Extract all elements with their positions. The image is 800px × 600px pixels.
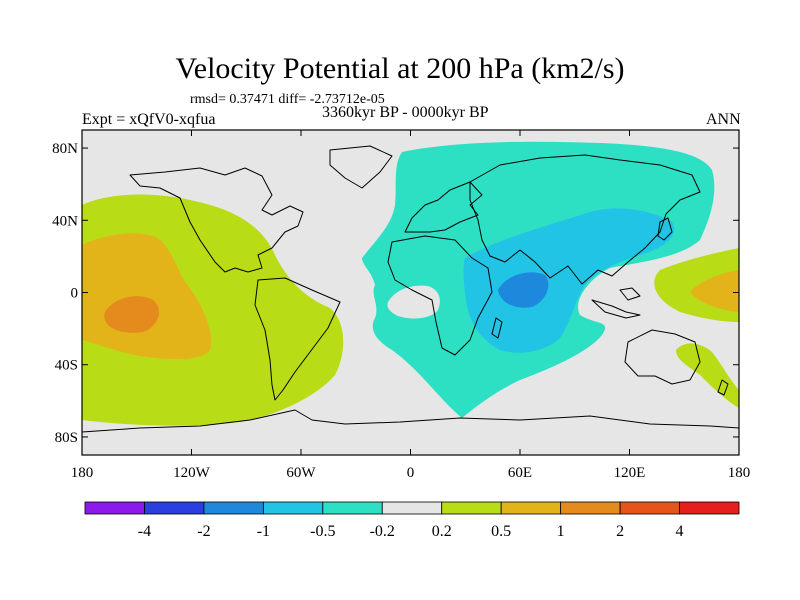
coastline-australia bbox=[624, 329, 701, 385]
colorbar-swatch bbox=[322, 501, 383, 515]
contour-region-indian-ocean-negative bbox=[463, 208, 675, 353]
coastline-africa bbox=[387, 235, 493, 356]
colorbar-label: 0.2 bbox=[432, 523, 452, 540]
coastline-madagascar bbox=[491, 317, 503, 339]
x-tick-label: 180 bbox=[71, 465, 94, 481]
contour-region-indian-ocean-min bbox=[498, 272, 549, 308]
colorbar-swatch bbox=[679, 501, 740, 515]
y-tick-label: 80S bbox=[55, 430, 78, 446]
colorbar-swatch bbox=[381, 501, 443, 515]
colorbar-swatch bbox=[441, 501, 502, 515]
colorbar-swatch bbox=[500, 501, 562, 515]
coastline-asia bbox=[469, 154, 701, 285]
colorbar-label: 4 bbox=[676, 523, 684, 540]
chart-title: Velocity Potential at 200 hPa (km2/s) bbox=[175, 52, 625, 85]
x-tick-label: 120E bbox=[614, 465, 646, 481]
coastline-north-america bbox=[129, 167, 304, 273]
contour-region-west-pacific-positive-south bbox=[676, 343, 739, 408]
y-tick-label: 40N bbox=[52, 213, 78, 229]
period-label: 3360kyr BP - 0000kyr BP bbox=[322, 104, 489, 121]
colorbar-label: 1 bbox=[557, 523, 565, 540]
y-tick-label: 80N bbox=[52, 141, 78, 157]
coastline-europe bbox=[404, 181, 483, 233]
colorbar-label: 2 bbox=[616, 523, 624, 540]
contour-region-atlantic-neutral bbox=[387, 285, 440, 319]
coastline-indonesia bbox=[591, 287, 641, 319]
colorbar-swatch bbox=[262, 501, 324, 515]
contour-region-west-pacific-core bbox=[690, 270, 739, 312]
x-tick-label: 0 bbox=[407, 465, 415, 481]
colorbar-swatch bbox=[84, 501, 145, 515]
colorbar: -4 -2 -1 -0.5 -0.2 0.2 0.5 1 2 4 bbox=[84, 501, 740, 540]
coastlines bbox=[82, 145, 739, 433]
colorbar-swatch bbox=[144, 501, 205, 515]
y-tick-label: 40S bbox=[55, 358, 78, 374]
x-tick-label: 60W bbox=[286, 465, 316, 481]
coastline-south-america bbox=[254, 277, 341, 401]
colorbar-swatch bbox=[560, 501, 621, 515]
x-tick-label: 180 bbox=[728, 465, 751, 481]
colorbar-label: -2 bbox=[197, 523, 210, 540]
contour-fills bbox=[82, 141, 739, 426]
season-label: ANN bbox=[706, 111, 741, 128]
contour-region-central-pacific-max bbox=[104, 296, 160, 333]
colorbar-label: -4 bbox=[138, 523, 151, 540]
x-tick-label: 120W bbox=[173, 465, 211, 481]
colorbar-swatch bbox=[619, 501, 680, 515]
experiment-label: Expt = xQfV0-xqfua bbox=[82, 111, 216, 128]
coastline-new-zealand bbox=[717, 379, 729, 396]
colorbar-label: -0.2 bbox=[370, 523, 395, 540]
x-tick-label: 60E bbox=[508, 465, 532, 481]
colorbar-swatch bbox=[203, 501, 264, 515]
axis-ticks: 180 120W 60W 0 60E 120E 180 80N 40N 0 40S 80S bbox=[52, 130, 750, 481]
colorbar-label: -0.5 bbox=[310, 523, 335, 540]
stats-label: rmsd= 0.37471 diff= -2.73712e-05 bbox=[190, 92, 385, 107]
colorbar-label: 0.5 bbox=[491, 523, 511, 540]
colorbar-label: -1 bbox=[257, 523, 270, 540]
coastline-greenland bbox=[329, 145, 393, 189]
y-tick-label: 0 bbox=[71, 286, 79, 302]
coastline-japan bbox=[657, 217, 673, 241]
coastline-antarctica bbox=[82, 409, 739, 433]
